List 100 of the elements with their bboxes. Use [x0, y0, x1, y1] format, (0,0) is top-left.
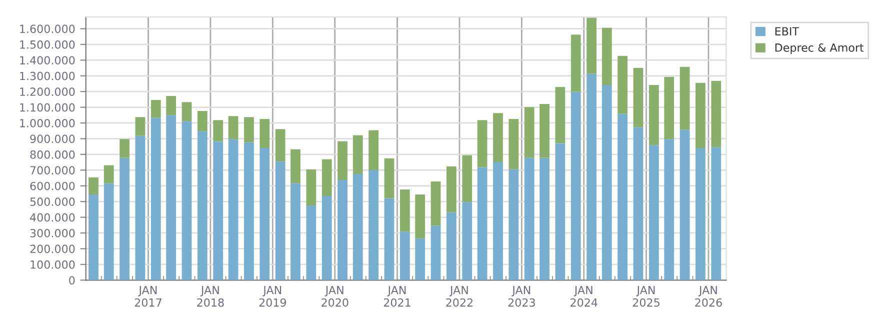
x-tick-label: JAN 2026 [695, 286, 722, 307]
bar [322, 159, 332, 196]
bar [602, 28, 612, 85]
bar [555, 143, 566, 280]
x-tick-label: JAN 2025 [632, 286, 660, 307]
x-tick-label: JAN 2023 [508, 286, 535, 307]
x-tick-label: JAN 2017 [134, 286, 162, 307]
bar [384, 158, 394, 198]
bar [150, 118, 161, 280]
x-tick-label: JAN 2019 [259, 286, 286, 307]
y-tick-label: 1.100.000 [20, 103, 75, 112]
bar [166, 96, 176, 116]
bar [290, 149, 300, 184]
bar [664, 139, 674, 280]
bar [275, 129, 286, 162]
bar [260, 148, 270, 280]
bar [352, 174, 363, 280]
bar [648, 84, 659, 146]
y-tick-label: 300.000 [30, 228, 75, 238]
x-tick-label: JAN 2021 [384, 286, 410, 307]
x-tick-label: JAN 2018 [197, 286, 224, 307]
y-tick-label: 0 [69, 276, 75, 285]
bar [228, 139, 238, 280]
bar [88, 177, 98, 194]
bar [493, 113, 503, 162]
bar [322, 196, 332, 280]
y-tick-label: 200.000 [30, 244, 75, 254]
bar [633, 127, 644, 280]
bar [586, 18, 596, 74]
bar [182, 121, 192, 280]
bar [618, 56, 628, 114]
bar [182, 102, 192, 122]
y-tick-label: 1.200.000 [20, 88, 75, 96]
bar [711, 80, 722, 148]
bar [711, 147, 722, 280]
bar [696, 148, 706, 280]
bar [135, 117, 146, 136]
bar [384, 198, 394, 280]
bar [508, 169, 519, 280]
bar [400, 232, 410, 280]
bar [120, 139, 130, 158]
y-tick-label: 900.000 [30, 134, 75, 144]
y-tick-label: 600.000 [30, 182, 75, 190]
bar [680, 130, 690, 280]
bar [306, 169, 316, 206]
bar [197, 131, 208, 280]
bar [400, 189, 410, 232]
legend-label: Deprec & Amort [775, 43, 864, 54]
bar [664, 76, 674, 140]
bar [338, 141, 348, 180]
bar [540, 104, 550, 158]
bar [244, 117, 254, 142]
bar [570, 92, 581, 280]
bar [275, 161, 286, 280]
bar [197, 111, 208, 132]
legend-label: EBIT [775, 27, 800, 36]
bar [338, 180, 348, 280]
bar [104, 165, 114, 184]
bar [477, 120, 488, 168]
bar [415, 194, 426, 238]
bar [696, 82, 706, 148]
y-tick-label: 1.300.000 [20, 72, 75, 80]
bar [508, 119, 519, 170]
bar [555, 86, 566, 144]
x-tick-label: JAN 2020 [322, 286, 348, 307]
bar [368, 130, 378, 170]
y-tick-label: 1.500.000 [20, 40, 75, 49]
bar [618, 114, 628, 280]
y-tick-label: 400.000 [30, 213, 75, 222]
bar [524, 107, 534, 158]
y-tick-label: 1.600.000 [20, 24, 75, 34]
y-tick-label: 800.000 [30, 150, 75, 159]
bar [602, 84, 612, 280]
y-tick-label: 1.400.000 [20, 56, 75, 64]
bar [135, 136, 146, 280]
bar [462, 155, 472, 202]
bar [493, 162, 503, 280]
bar [104, 183, 114, 280]
bar [368, 170, 378, 280]
bar [415, 238, 426, 280]
bar [540, 158, 550, 280]
bar [290, 183, 300, 280]
bar [680, 66, 690, 130]
bar [260, 119, 270, 148]
y-tick-label: 700.000 [30, 166, 75, 175]
bar [430, 181, 441, 226]
bar [446, 166, 456, 212]
bar [120, 158, 130, 280]
y-tick-label: 500.000 [30, 198, 75, 206]
x-tick-label: JAN 2024 [570, 286, 598, 307]
bar [306, 205, 316, 280]
x-tick-label: JAN 2022 [446, 286, 472, 307]
bar [244, 142, 254, 280]
bar [228, 116, 238, 140]
y-tick-label: 100.000 [30, 260, 75, 269]
bar [213, 120, 224, 142]
bar [150, 100, 161, 118]
bar [166, 115, 176, 280]
bar [352, 135, 363, 174]
bar [477, 167, 488, 280]
